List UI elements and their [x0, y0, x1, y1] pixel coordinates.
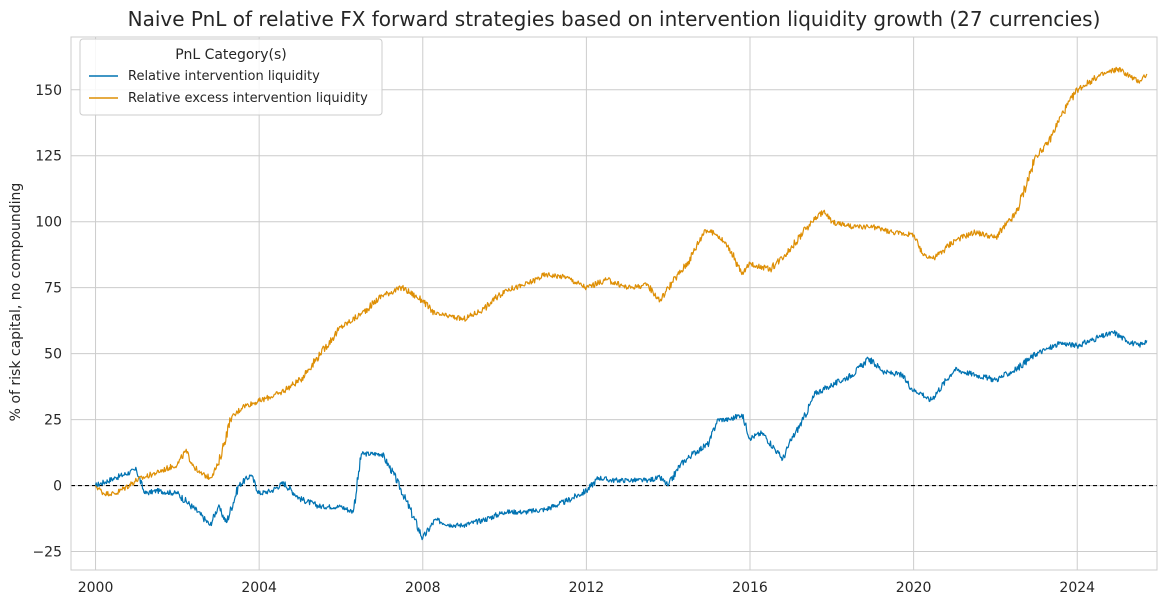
x-tick-label: 2016 — [732, 580, 768, 596]
series-line-1 — [94, 66, 1148, 497]
y-tick-label: 125 — [35, 149, 62, 165]
y-axis-ticks: −25 0 25 50 75 100 125 150 — [32, 83, 62, 561]
x-axis-ticks: 2000 2004 2008 2012 2016 2020 2024 — [78, 580, 1095, 596]
grid-lines — [71, 37, 1157, 570]
x-tick-label: 2008 — [405, 580, 441, 596]
legend-label-relative-intervention-liquidity: Relative intervention liquidity — [128, 69, 320, 84]
x-tick-label: 2000 — [78, 580, 114, 596]
series-line-0 — [94, 330, 1148, 541]
x-tick-label: 2004 — [241, 580, 277, 596]
y-tick-label: 50 — [44, 347, 62, 363]
chart-title: Naive PnL of relative FX forward strateg… — [128, 7, 1101, 31]
y-axis-label: % of risk capital, no compounding — [8, 183, 24, 422]
legend-box — [79, 38, 383, 116]
y-tick-label: 100 — [35, 215, 62, 231]
y-tick-label: −25 — [32, 545, 62, 561]
y-tick-label: 0 — [53, 479, 62, 495]
legend-label-relative-excess-intervention-liquidity: Relative excess intervention liquidity — [128, 91, 368, 106]
legend[interactable]: PnL Category(s) Relative intervention li… — [79, 38, 383, 116]
x-tick-label: 2024 — [1059, 580, 1095, 596]
x-tick-label: 2020 — [896, 580, 932, 596]
series-lines — [94, 66, 1148, 541]
y-tick-label: 25 — [44, 413, 62, 429]
legend-title: PnL Category(s) — [175, 47, 287, 63]
plot-frame — [70, 36, 1158, 571]
x-tick-label: 2012 — [569, 580, 605, 596]
y-tick-label: 75 — [44, 281, 62, 297]
y-tick-label: 150 — [35, 83, 62, 99]
